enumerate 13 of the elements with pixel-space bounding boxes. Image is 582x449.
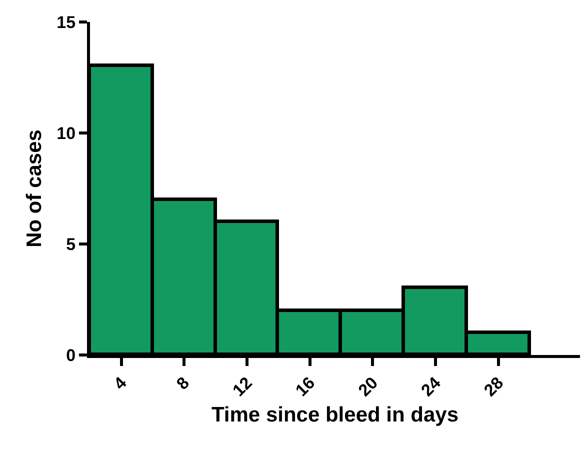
x-tick-label: 8 <box>172 373 194 394</box>
y-axis-title: No of cases <box>22 130 46 248</box>
x-tick-label: 4 <box>110 372 131 394</box>
x-tick-label: 12 <box>229 373 256 400</box>
x-axis-title: Time since bleed in days <box>211 403 459 426</box>
y-tick-label: 5 <box>66 234 76 254</box>
x-tick-label: 20 <box>354 373 382 400</box>
y-tick-label: 0 <box>66 346 76 365</box>
x-tick-label: 24 <box>418 372 445 400</box>
y-tick-label: 15 <box>56 12 76 32</box>
x-tick-label: 16 <box>292 373 319 400</box>
y-tick-label: 10 <box>56 124 76 143</box>
x-tick-label: 28 <box>480 373 508 400</box>
